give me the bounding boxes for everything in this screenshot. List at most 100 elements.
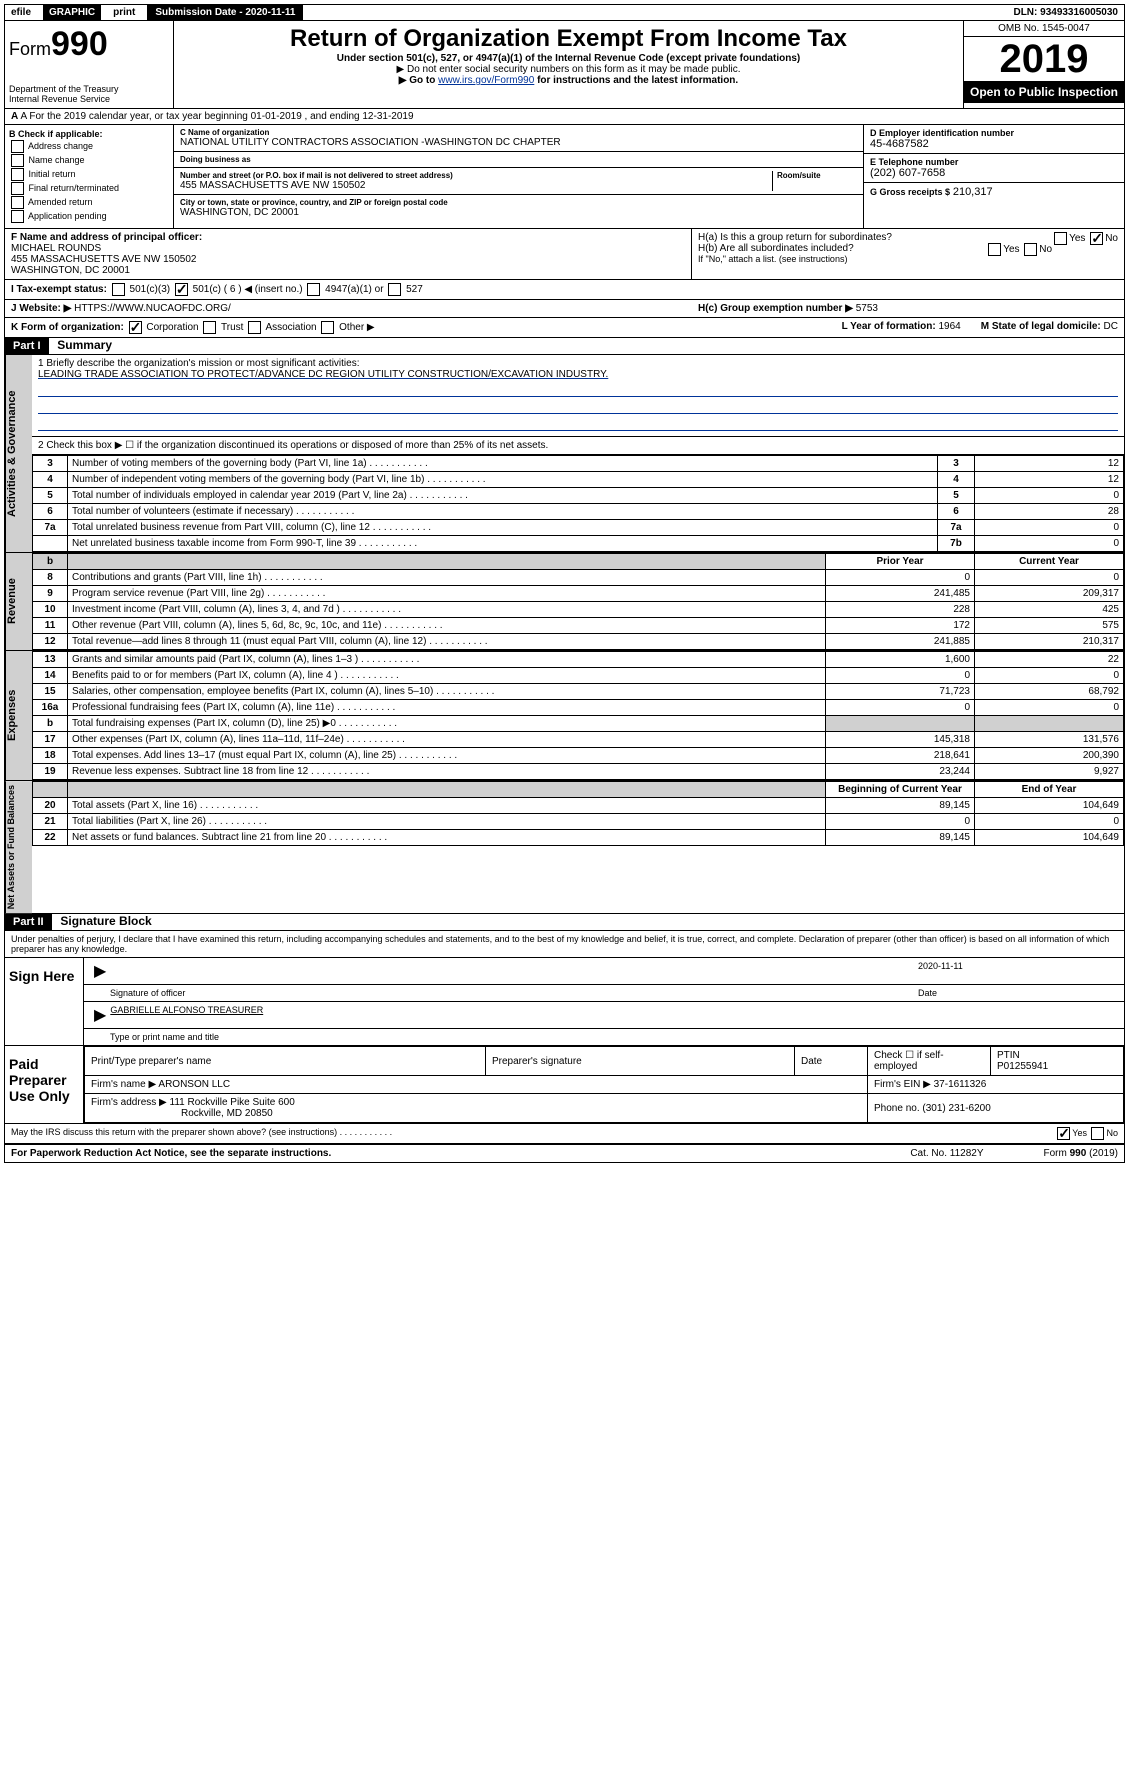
firm-phone: (301) 231-6200 [922,1103,990,1114]
omb-number: OMB No. 1545-0047 [964,21,1124,37]
side-governance: Activities & Governance [5,355,32,552]
city-value: WASHINGTON, DC 20001 [180,207,857,218]
print-button[interactable]: print [107,5,141,20]
gross-label: G Gross receipts $ [870,187,950,197]
table-row: 16aProfessional fundraising fees (Part I… [33,700,1124,716]
footer: For Paperwork Reduction Act Notice, see … [4,1145,1125,1163]
side-revenue: Revenue [5,553,32,650]
governance-table: 3Number of voting members of the governi… [32,455,1124,552]
table-row: 5Total number of individuals employed in… [33,488,1124,504]
chk-initial-return[interactable]: Initial return [9,168,169,181]
table-row: 19Revenue less expenses. Subtract line 1… [33,764,1124,780]
row-a: A A For the 2019 calendar year, or tax y… [4,109,1125,125]
phone-value: (202) 607-7658 [870,167,1118,179]
table-row: 6Total number of volunteers (estimate if… [33,504,1124,520]
phone-label: E Telephone number [870,157,1118,167]
chk-amended-return[interactable]: Amended return [9,196,169,209]
dept-label: Department of the Treasury [9,84,169,94]
table-row: 9Program service revenue (Part VIII, lin… [33,586,1124,602]
table-row: 3Number of voting members of the governi… [33,456,1124,472]
arrow-icon: ▶ [90,1005,110,1025]
officer-typed-name: GABRIELLE ALFONSO TREASURER [110,1005,263,1025]
preparer-table: Print/Type preparer's name Preparer's si… [84,1046,1124,1123]
efile-label: efile [5,5,37,20]
form-note2: ▶ Go to www.irs.gov/Form990 for instruct… [180,75,957,86]
table-row: 8Contributions and grants (Part VIII, li… [33,570,1124,586]
cat-no: Cat. No. 11282Y [910,1148,983,1159]
box-b: B Check if applicable: Address change Na… [5,125,174,228]
officer-name: MICHAEL ROUNDS [11,243,101,254]
form-ref: Form 990 (2019) [1044,1148,1118,1159]
q2: 2 Check this box ▶ ☐ if the organization… [32,437,1124,455]
table-row: 12Total revenue—add lines 8 through 11 (… [33,634,1124,650]
table-row: 14Benefits paid to or for members (Part … [33,668,1124,684]
group-exemption: 5753 [856,303,878,314]
side-netassets: Net Assets or Fund Balances [5,781,32,913]
header-right: OMB No. 1545-0047 2019 Open to Public In… [963,21,1124,108]
submission-date: Submission Date - 2020-11-11 [147,5,303,20]
part1-body: Activities & Governance 1 Briefly descri… [4,355,1125,553]
box-deg: D Employer identification number 45-4687… [863,125,1124,228]
revenue-block: Revenue b Prior Year Current Year 8Contr… [4,553,1125,651]
part1-header: Part I Summary [4,338,1125,355]
form-title: Return of Organization Exempt From Incom… [180,25,957,53]
addr-value: 455 MASSACHUSETTS AVE NW 150502 [180,180,772,191]
open-public-badge: Open to Public Inspection [964,81,1124,103]
irs-link[interactable]: www.irs.gov/Form990 [438,75,534,86]
table-row: 22Net assets or fund balances. Subtract … [33,830,1124,846]
officer-addr1: 455 MASSACHUSETTS AVE NW 150502 [11,254,196,265]
form-number: Form990 [9,25,169,64]
table-row: 20Total assets (Part X, line 16)89,14510… [33,798,1124,814]
top-bar: efile GRAPHIC print Submission Date - 20… [4,4,1125,21]
signature-block: Under penalties of perjury, I declare th… [4,931,1125,1145]
sign-here-label: Sign Here [5,958,84,1045]
table-row: 18Total expenses. Add lines 13–17 (must … [33,748,1124,764]
website-value: HTTPS://WWW.NUCAOFDC.ORG/ [74,303,231,314]
chk-address-change[interactable]: Address change [9,140,169,153]
arrow-icon: ▶ [90,961,110,981]
expenses-table: 13Grants and similar amounts paid (Part … [32,651,1124,780]
section-bcd: B Check if applicable: Address change Na… [4,125,1125,229]
year-formation: 1964 [938,321,960,332]
chk-final-return[interactable]: Final return/terminated [9,182,169,195]
table-row: 17Other expenses (Part IX, column (A), l… [33,732,1124,748]
table-row: Net unrelated business taxable income fr… [33,536,1124,552]
side-expenses: Expenses [5,651,32,780]
netassets-table: Beginning of Current Year End of Year 20… [32,781,1124,846]
org-name-label: C Name of organization [180,128,857,137]
graphic-button[interactable]: GRAPHIC [43,5,101,20]
netassets-block: Net Assets or Fund Balances Beginning of… [4,781,1125,914]
dln-label: DLN: 93493316005030 [1007,5,1124,20]
row-k: K Form of organization: Corporation Trus… [4,318,1125,338]
form-header: Form990 Department of the Treasury Inter… [4,21,1125,109]
city-label: City or town, state or province, country… [180,198,857,207]
q1: 1 Briefly describe the organization's mi… [32,355,1124,437]
dba-label: Doing business as [180,155,857,164]
box-f: F Name and address of principal officer:… [5,229,692,279]
addr-label: Number and street (or P.O. box if mail i… [180,171,772,180]
row-j: J Website: ▶ HTTPS://WWW.NUCAOFDC.ORG/ H… [4,300,1125,318]
irs-label: Internal Revenue Service [9,94,169,104]
table-row: 13Grants and similar amounts paid (Part … [33,652,1124,668]
table-row: 15Salaries, other compensation, employee… [33,684,1124,700]
table-row: 21Total liabilities (Part X, line 26)00 [33,814,1124,830]
form-note1: ▶ Do not enter social security numbers o… [180,64,957,75]
table-row: 7aTotal unrelated business revenue from … [33,520,1124,536]
expenses-block: Expenses 13Grants and similar amounts pa… [4,651,1125,781]
firm-name: ARONSON LLC [158,1079,230,1090]
chk-application-pending[interactable]: Application pending [9,210,169,223]
header-title-block: Return of Organization Exempt From Incom… [174,21,963,108]
table-row: 11Other revenue (Part VIII, column (A), … [33,618,1124,634]
chk-name-change[interactable]: Name change [9,154,169,167]
gross-value: 210,317 [953,186,993,198]
row-i: I Tax-exempt status: 501(c)(3) 501(c) ( … [4,280,1125,300]
ein-value: 45-4687582 [870,138,1118,150]
state-domicile: DC [1104,321,1118,332]
firm-addr1: 111 Rockville Pike Suite 600 [170,1097,295,1108]
table-row: 10Investment income (Part VIII, column (… [33,602,1124,618]
ein-label: D Employer identification number [870,128,1118,138]
perjury-text: Under penalties of perjury, I declare th… [5,931,1124,957]
table-row: 4Number of independent voting members of… [33,472,1124,488]
revenue-table: b Prior Year Current Year 8Contributions… [32,553,1124,650]
room-label: Room/suite [777,171,857,180]
